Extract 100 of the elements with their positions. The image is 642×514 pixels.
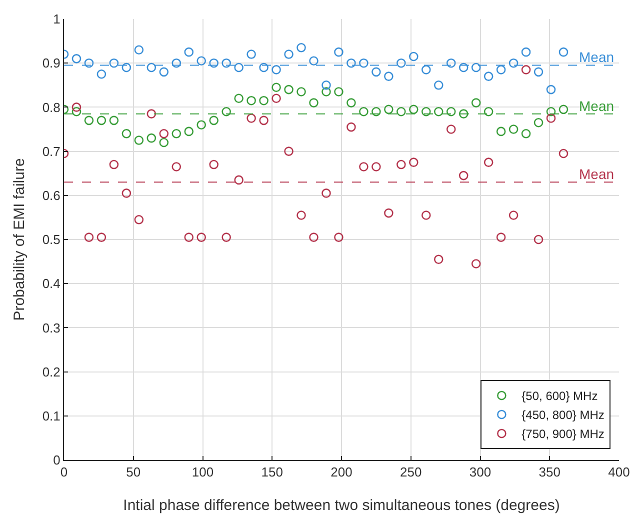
point	[558, 148, 568, 158]
point	[409, 52, 418, 62]
point	[521, 47, 531, 57]
point	[84, 58, 94, 68]
y-tick-label: 0	[53, 452, 60, 468]
point	[409, 158, 418, 167]
point	[421, 65, 431, 74]
point	[72, 54, 82, 64]
point	[384, 104, 394, 114]
point	[409, 104, 418, 114]
point	[172, 162, 182, 172]
point	[246, 114, 256, 123]
point	[384, 208, 394, 218]
point	[259, 96, 268, 106]
y-tick-label: 0.2	[42, 364, 60, 380]
point	[359, 162, 368, 172]
point	[222, 58, 231, 68]
x-tick-label: 50	[126, 464, 141, 480]
point	[109, 58, 119, 68]
y-tick-label: 0.1	[42, 408, 60, 424]
point	[396, 160, 406, 170]
point	[521, 65, 531, 74]
x-tick-label: 250	[400, 464, 422, 480]
point	[259, 62, 268, 72]
point	[284, 84, 294, 94]
point	[534, 67, 544, 77]
point	[334, 232, 344, 242]
point	[172, 129, 182, 138]
point	[259, 116, 268, 126]
point	[372, 162, 381, 172]
point	[296, 210, 306, 220]
point	[96, 232, 106, 242]
point	[184, 126, 194, 136]
point	[372, 67, 381, 77]
point	[209, 116, 218, 126]
point	[84, 116, 94, 126]
x-tick-label: 150	[261, 464, 283, 480]
point	[122, 188, 132, 198]
point	[346, 98, 356, 108]
point	[322, 87, 331, 96]
point	[359, 106, 368, 116]
point	[434, 106, 444, 116]
x-tick-label: 200	[330, 464, 352, 480]
point	[372, 106, 381, 116]
point	[484, 106, 494, 116]
point	[134, 215, 144, 224]
point	[296, 43, 306, 52]
point	[322, 188, 331, 198]
point	[434, 254, 444, 264]
point	[122, 129, 132, 138]
point	[96, 116, 106, 126]
point	[446, 58, 456, 68]
ref-line-label: Mean	[579, 49, 614, 65]
point	[384, 72, 394, 81]
point	[146, 109, 156, 118]
point	[184, 232, 194, 242]
point	[196, 120, 206, 130]
point	[222, 106, 231, 116]
point	[558, 47, 568, 57]
point	[72, 102, 82, 112]
point	[421, 106, 431, 116]
point	[496, 126, 506, 136]
point	[471, 98, 481, 108]
y-axis-title: Probability of EMI failure	[11, 158, 28, 321]
point	[446, 106, 456, 116]
point	[272, 65, 281, 74]
point	[496, 232, 506, 242]
point	[508, 124, 518, 134]
point	[334, 47, 344, 57]
legend-label: {450, 800} MHz	[522, 408, 604, 422]
point	[309, 232, 318, 242]
point	[196, 232, 206, 242]
point	[546, 84, 556, 94]
y-tick-label: 0.3	[42, 320, 60, 336]
point	[109, 160, 119, 170]
point	[521, 129, 531, 138]
legend-label: {50, 600} MHz	[522, 389, 598, 404]
point	[84, 232, 94, 242]
point	[284, 146, 294, 156]
point	[496, 65, 506, 74]
ref-line-label: Mean	[579, 98, 614, 114]
point	[122, 62, 132, 72]
ref-line-label: Mean	[579, 166, 614, 182]
point	[471, 259, 481, 268]
point	[159, 138, 169, 148]
point	[159, 129, 169, 138]
point	[346, 122, 356, 132]
point	[346, 58, 356, 68]
point	[508, 58, 518, 68]
point	[508, 210, 518, 220]
point	[322, 80, 331, 90]
point	[458, 62, 468, 72]
point	[309, 56, 318, 66]
point	[396, 106, 406, 116]
point	[184, 47, 194, 57]
point	[434, 80, 444, 90]
point	[272, 82, 281, 92]
point	[284, 50, 294, 59]
y-tick-label: 0.5	[42, 232, 60, 248]
point	[209, 160, 218, 170]
